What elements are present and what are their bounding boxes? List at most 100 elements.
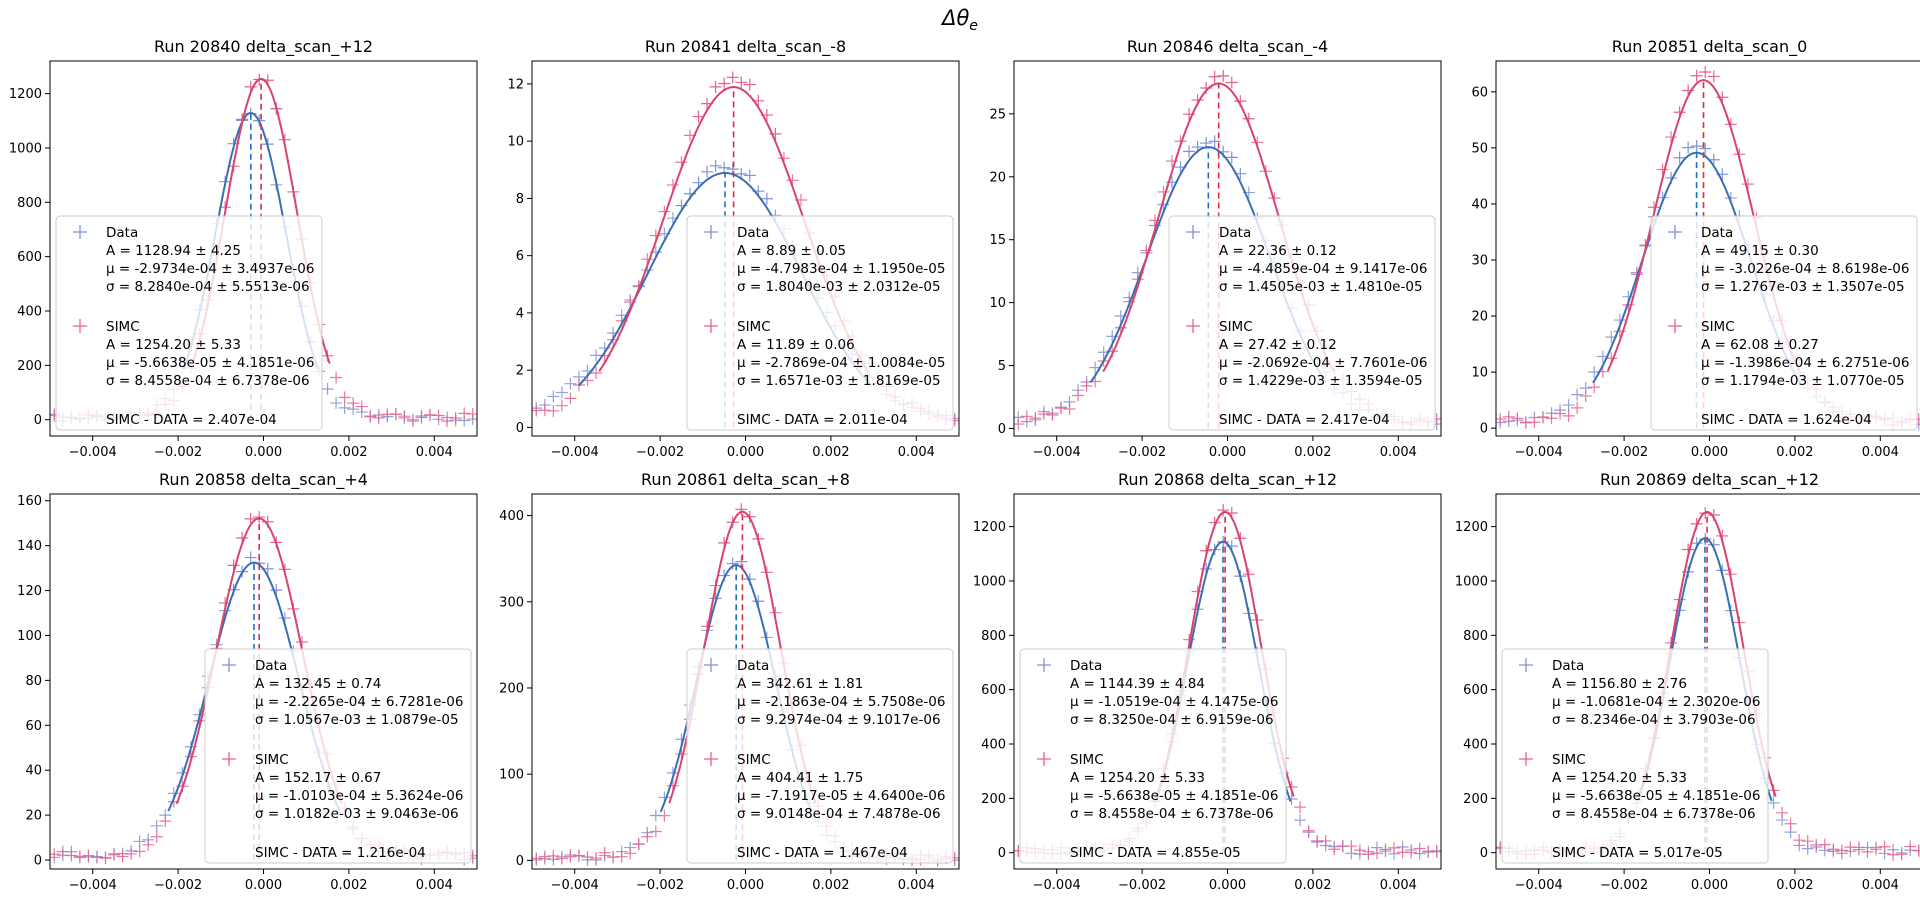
data-point: [564, 392, 577, 405]
data-point: [615, 850, 628, 863]
data-point: [1148, 214, 1161, 227]
data-point: [116, 850, 129, 863]
data-point: [1080, 379, 1093, 392]
y-tick-label: 2: [516, 364, 524, 379]
y-tick-label: 40: [25, 764, 42, 779]
data-point: [1225, 76, 1238, 89]
data-point: [1699, 65, 1712, 78]
data-point: [1208, 135, 1221, 148]
data-point: [1370, 847, 1383, 860]
legend-fit-param: μ = -2.1863e-04 ± 5.7508e-06: [737, 694, 945, 710]
legend-fit-param: A = 404.41 ± 1.75: [737, 770, 863, 786]
legend-label-data: Data: [1219, 225, 1251, 241]
legend: Data A = 342.61 ± 1.81 μ = -2.1863e-04 ± 5…: [686, 648, 954, 864]
data-point: [547, 404, 560, 417]
legend-fit-param: μ = -5.6638e-05 ± 4.1851e-06: [106, 355, 314, 371]
data-point: [1682, 141, 1695, 154]
data-point: [125, 847, 138, 860]
data-point: [1140, 244, 1153, 257]
y-tick-label: 200: [499, 681, 524, 696]
data-point: [1588, 381, 1601, 394]
x-tick-label: −0.002: [1600, 445, 1648, 460]
legend-label-simc: SIMC: [255, 752, 289, 768]
y-tick-label: 160: [17, 494, 42, 509]
legend: Data A = 49.15 ± 0.30 μ = -3.0226e-04 ± 8.…: [1650, 215, 1918, 431]
legend-fit-param: σ = 8.3250e-04 ± 6.9159e-06: [1070, 712, 1274, 728]
x-tick-label: −0.002: [1118, 445, 1166, 460]
legend-marker-simc: [222, 752, 236, 766]
x-tick-label: 0.000: [727, 878, 764, 893]
data-point: [735, 76, 748, 89]
data-point: [1046, 409, 1059, 422]
data-point: [150, 830, 163, 843]
x-tick-label: 0.004: [1380, 445, 1417, 460]
data-point: [1827, 843, 1840, 856]
legend-label-data: Data: [1552, 658, 1584, 674]
y-tick-label: 1200: [9, 87, 42, 102]
legend-fit-param: σ = 1.4229e-03 ± 1.3594e-05: [1219, 373, 1423, 389]
x-tick-label: −0.004: [69, 445, 117, 460]
subplot-6: Run 20861 delta_scan_+8 −0.004 −0.002 0.000…: [499, 470, 960, 893]
data-point: [1818, 838, 1831, 851]
y-tick-label: 60: [1471, 85, 1488, 100]
data-point: [1554, 407, 1567, 420]
data-point: [743, 169, 756, 182]
legend-fit-param: μ = -2.7869e-04 ± 1.0084e-05: [737, 355, 945, 371]
data-point: [458, 407, 471, 420]
legend-fit-param: A = 8.89 ± 0.05: [737, 243, 846, 259]
legend-fit-param: μ = -5.6638e-05 ± 4.1851e-06: [1070, 788, 1278, 804]
y-tick-label: 1200: [973, 520, 1006, 535]
data-point: [1362, 848, 1375, 861]
data-point: [1217, 69, 1230, 82]
legend-marker-data: [704, 658, 718, 672]
legend-fit-param: μ = -1.0681e-04 ± 2.3020e-06: [1552, 694, 1760, 710]
y-tick-label: 600: [17, 250, 42, 265]
data-point: [1776, 806, 1789, 819]
data-point: [1353, 844, 1366, 857]
subplot-title: Run 20858 delta_scan_+4: [159, 470, 368, 490]
legend-marker-data: [1037, 658, 1051, 672]
legend-fit-param: σ = 1.2767e-03 ± 1.3507e-05: [1701, 279, 1905, 295]
data-point: [1844, 841, 1857, 854]
legend-fit-param: μ = -4.4859e-04 ± 9.1417e-06: [1219, 261, 1427, 277]
legend-fit-param: A = 22.36 ± 0.12: [1219, 243, 1337, 259]
legend-label-data: Data: [106, 225, 138, 241]
x-tick-label: −0.004: [1515, 445, 1563, 460]
data-point: [90, 851, 103, 864]
y-tick-label: 600: [981, 683, 1006, 698]
legend-fit-param: μ = -2.9734e-04 ± 3.4937e-06: [106, 261, 314, 277]
x-tick-label: −0.002: [154, 878, 202, 893]
subplot-title: Run 20846 delta_scan_-4: [1127, 37, 1328, 57]
y-tick-label: 1000: [9, 141, 42, 156]
data-point: [133, 835, 146, 848]
data-point: [1895, 848, 1908, 861]
legend: Data A = 1128.94 ± 4.25 μ = -2.9734e-04 ± …: [55, 215, 323, 431]
data-point: [330, 397, 343, 410]
legend: Data A = 8.89 ± 0.05 μ = -4.7983e-04 ± 1.1…: [686, 215, 954, 431]
data-point: [347, 397, 360, 410]
legend-label-data: Data: [737, 658, 769, 674]
y-tick-label: 0: [1480, 846, 1488, 861]
data-point: [73, 850, 86, 863]
data-point: [1536, 410, 1549, 423]
y-tick-label: 12: [507, 77, 524, 92]
data-point: [538, 404, 551, 417]
data-point: [1285, 793, 1298, 806]
y-tick-label: 1200: [1455, 520, 1488, 535]
data-point: [641, 830, 654, 843]
data-point: [649, 825, 662, 838]
legend-fit-param: A = 1254.20 ± 5.33: [106, 337, 241, 353]
data-point: [1037, 408, 1050, 421]
legend-fit-param: μ = -2.0692e-04 ± 7.7601e-06: [1219, 355, 1427, 371]
data-point: [1225, 151, 1238, 164]
legend-fit-param: A = 62.08 ± 0.27: [1701, 337, 1819, 353]
data-point: [338, 391, 351, 404]
data-point: [726, 163, 739, 176]
y-tick-label: 10: [989, 296, 1006, 311]
legend-fit-param: A = 1254.20 ± 5.33: [1070, 770, 1205, 786]
y-tick-label: 20: [989, 170, 1006, 185]
data-point: [590, 367, 603, 380]
x-tick-label: 0.002: [330, 445, 367, 460]
legend-label-simc: SIMC: [1701, 319, 1735, 335]
data-point: [1345, 840, 1358, 853]
